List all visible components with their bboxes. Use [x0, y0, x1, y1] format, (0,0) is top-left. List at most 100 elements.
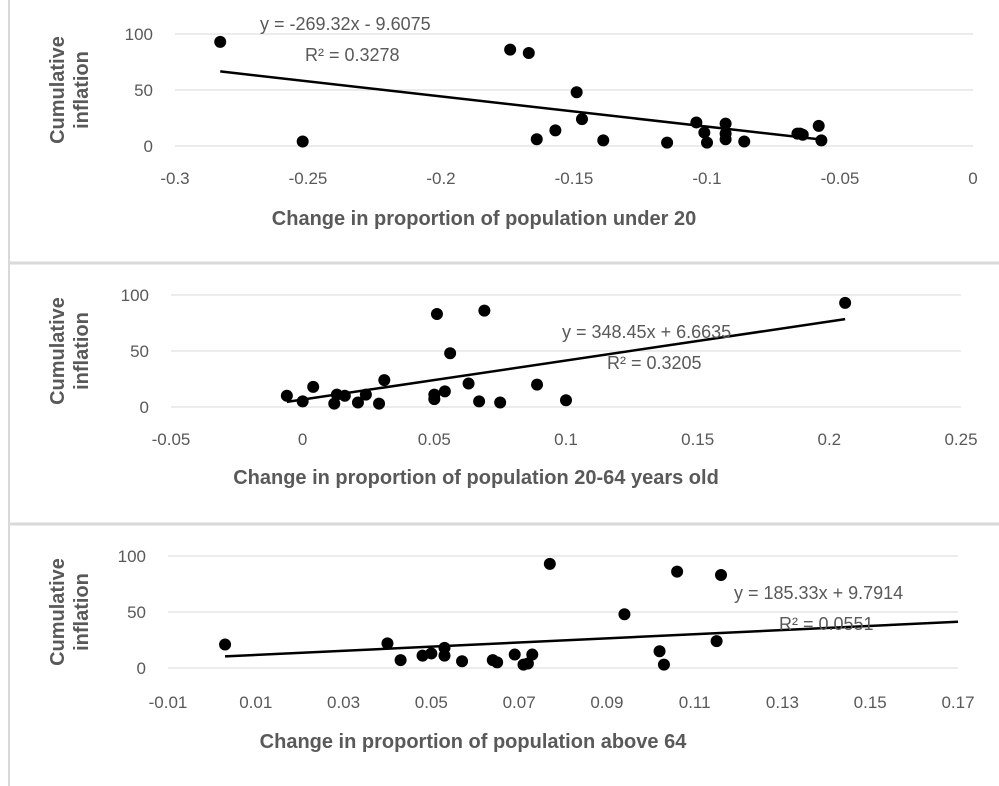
data-point [597, 134, 610, 147]
data-point [296, 395, 309, 408]
data-point [394, 654, 407, 667]
data-point [661, 136, 674, 149]
data-point [214, 35, 227, 48]
x-tick-label: 0 [298, 430, 307, 449]
x-tick-label: 0.13 [766, 693, 799, 712]
data-point [575, 113, 588, 126]
data-point [531, 378, 544, 391]
data-point [710, 635, 723, 648]
data-point [438, 649, 451, 662]
data-point [522, 47, 535, 60]
chart-panel-3: 0 50 100 -0.01 0.01 0.03 0.05 0.07 0.09 0.11 0.13 0… [9, 522, 999, 753]
y-tick-label: 0 [144, 137, 153, 156]
x-tick-label: -0.2 [426, 169, 455, 188]
y-tick-label: 100 [118, 547, 146, 566]
data-point [307, 380, 320, 393]
x-tick-label: 0.07 [503, 693, 536, 712]
trendline-equation: y = 348.45x + 6.6635 [562, 322, 731, 342]
x-tick-label: 0.1 [554, 430, 578, 449]
x-tick-label: 0.11 [679, 693, 711, 712]
y-axis-title: Cumulative inflation [47, 36, 93, 144]
x-tick-label: -0.25 [289, 169, 328, 188]
trendline-equation: y = 185.33x + 9.7914 [734, 583, 903, 603]
data-point [280, 389, 293, 402]
data-point [508, 648, 521, 661]
data-point [796, 128, 809, 141]
y-axis-title: Cumulative inflation [47, 297, 93, 405]
data-point [428, 393, 441, 406]
data-point [425, 647, 438, 660]
data-point [462, 377, 475, 390]
x-tick-label: 0.15 [681, 430, 714, 449]
r-squared-label: R² = 0.3205 [607, 353, 702, 373]
data-point [504, 43, 517, 56]
y-tick-label: 100 [121, 286, 149, 305]
x-tick-label: 0 [968, 169, 977, 188]
data-point [381, 637, 394, 650]
data-point [521, 657, 534, 670]
data-point [438, 385, 451, 398]
x-tick-label: -0.3 [160, 169, 189, 188]
data-point [812, 119, 825, 132]
data-point [738, 135, 751, 148]
data-point [653, 645, 666, 658]
data-point [430, 308, 443, 321]
data-point [530, 133, 543, 146]
data-point [618, 608, 631, 621]
data-point [378, 374, 391, 387]
x-tick-label: -0.05 [152, 430, 191, 449]
r-squared-label: R² = 0.3278 [305, 45, 400, 65]
x-tick-label: -0.15 [555, 169, 594, 188]
data-point [701, 136, 713, 149]
y-tick-label: 50 [134, 81, 153, 100]
x-tick-label: 0.2 [818, 430, 842, 449]
data-point [478, 304, 491, 317]
data-point [715, 569, 727, 582]
y-tick-label: 100 [125, 25, 153, 44]
data-point [671, 565, 684, 578]
trendline-equation: y = -269.32x - 9.6075 [260, 14, 431, 34]
y-tick-label: 50 [127, 603, 146, 622]
x-tick-label: 0.09 [590, 693, 623, 712]
y-axis-title: Cumulative inflation [47, 558, 93, 666]
x-tick-label: 0.03 [327, 693, 360, 712]
data-point [296, 135, 309, 148]
data-point [815, 134, 828, 147]
data-point [690, 116, 703, 129]
trendline [286, 317, 846, 404]
data-point [719, 127, 732, 140]
x-tick-label: 0.25 [944, 430, 977, 449]
y-tick-label: 50 [130, 342, 149, 361]
chart-panel-1: 0 50 100 -0.3 -0.25 -0.2 -0.15 -0.1 -0.05 0 Cumula… [47, 14, 978, 230]
data-point [444, 347, 457, 360]
x-tick-label: 0.01 [239, 693, 272, 712]
x-tick-label: 0.05 [418, 430, 451, 449]
x-axis-title: Change in proportion of population under… [272, 208, 696, 230]
x-tick-label: 0.05 [415, 693, 448, 712]
data-point [526, 648, 539, 661]
x-axis-title: Change in proportion of population above… [260, 731, 688, 753]
x-tick-label: 0.15 [854, 693, 887, 712]
data-point [543, 557, 556, 570]
trendline [220, 70, 819, 141]
r-squared-label: R² = 0.0551 [779, 614, 874, 634]
x-tick-label: 0.17 [941, 693, 974, 712]
data-point [494, 396, 507, 409]
y-tick-label: 0 [137, 659, 146, 678]
data-point [359, 388, 372, 401]
data-point [473, 395, 486, 408]
y-tick-label: 0 [140, 398, 149, 417]
data-point [219, 638, 232, 651]
data-point [570, 86, 583, 99]
x-tick-label: -0.01 [149, 693, 188, 712]
data-point [560, 394, 572, 407]
trendline [224, 620, 959, 658]
data-point [839, 296, 852, 309]
data-point [338, 389, 351, 402]
data-point [657, 658, 670, 671]
data-point [698, 126, 711, 139]
data-point [491, 656, 504, 669]
